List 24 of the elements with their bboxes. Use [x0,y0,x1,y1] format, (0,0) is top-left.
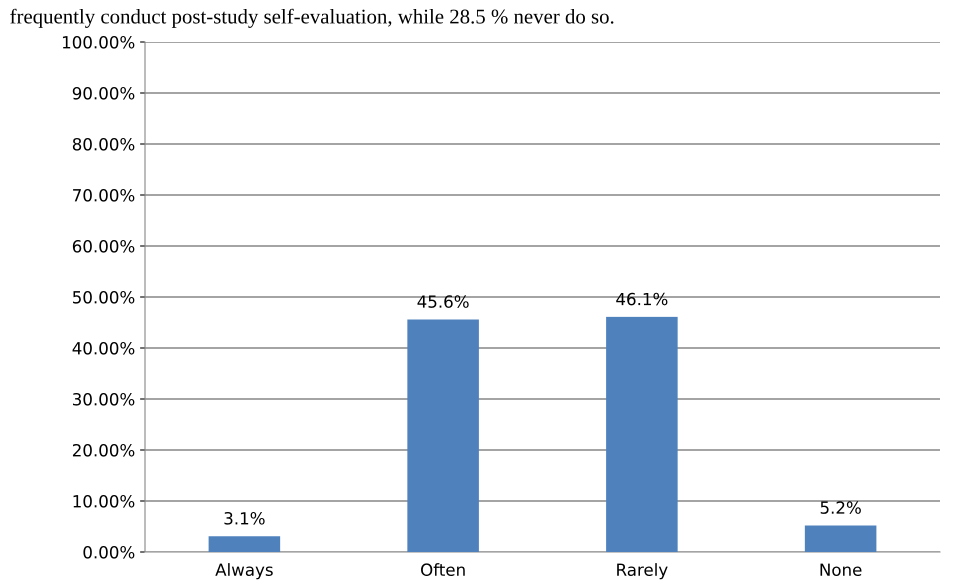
y-tick-label: 90.00% [72,86,134,100]
x-tick-label: Rarely [617,563,668,580]
data-label: 5.2% [820,501,861,514]
y-tick-label: 30.00% [73,392,134,406]
text: frequently conduct post-study self-evaluation, while 28.5 % never do so. [10,8,614,28]
y-tick-label: 80.00% [72,138,134,151]
y-tick-label: 70.00% [73,188,134,202]
bar [407,319,479,552]
data-label: 3.1% [224,512,265,525]
data-label: 45.6% [417,295,469,308]
y-tick-label: 60.00% [72,240,134,253]
y-tick-label: 100.00% [62,36,134,49]
y-tick-label: 10.00% [74,494,134,508]
x-tick-label: Often [421,563,465,576]
y-tick-label: 0.00% [83,546,134,559]
y-tick-label: 40.00% [72,342,134,355]
data-label: 46.1% [616,292,668,306]
bar [606,316,678,552]
y-tick-label: 20.00% [72,444,134,457]
y-tick-label: 50.00% [73,290,134,304]
x-tick-label: Always [215,563,273,580]
bar [208,536,280,552]
bar [804,525,876,552]
x-tick-label: None [820,564,862,576]
